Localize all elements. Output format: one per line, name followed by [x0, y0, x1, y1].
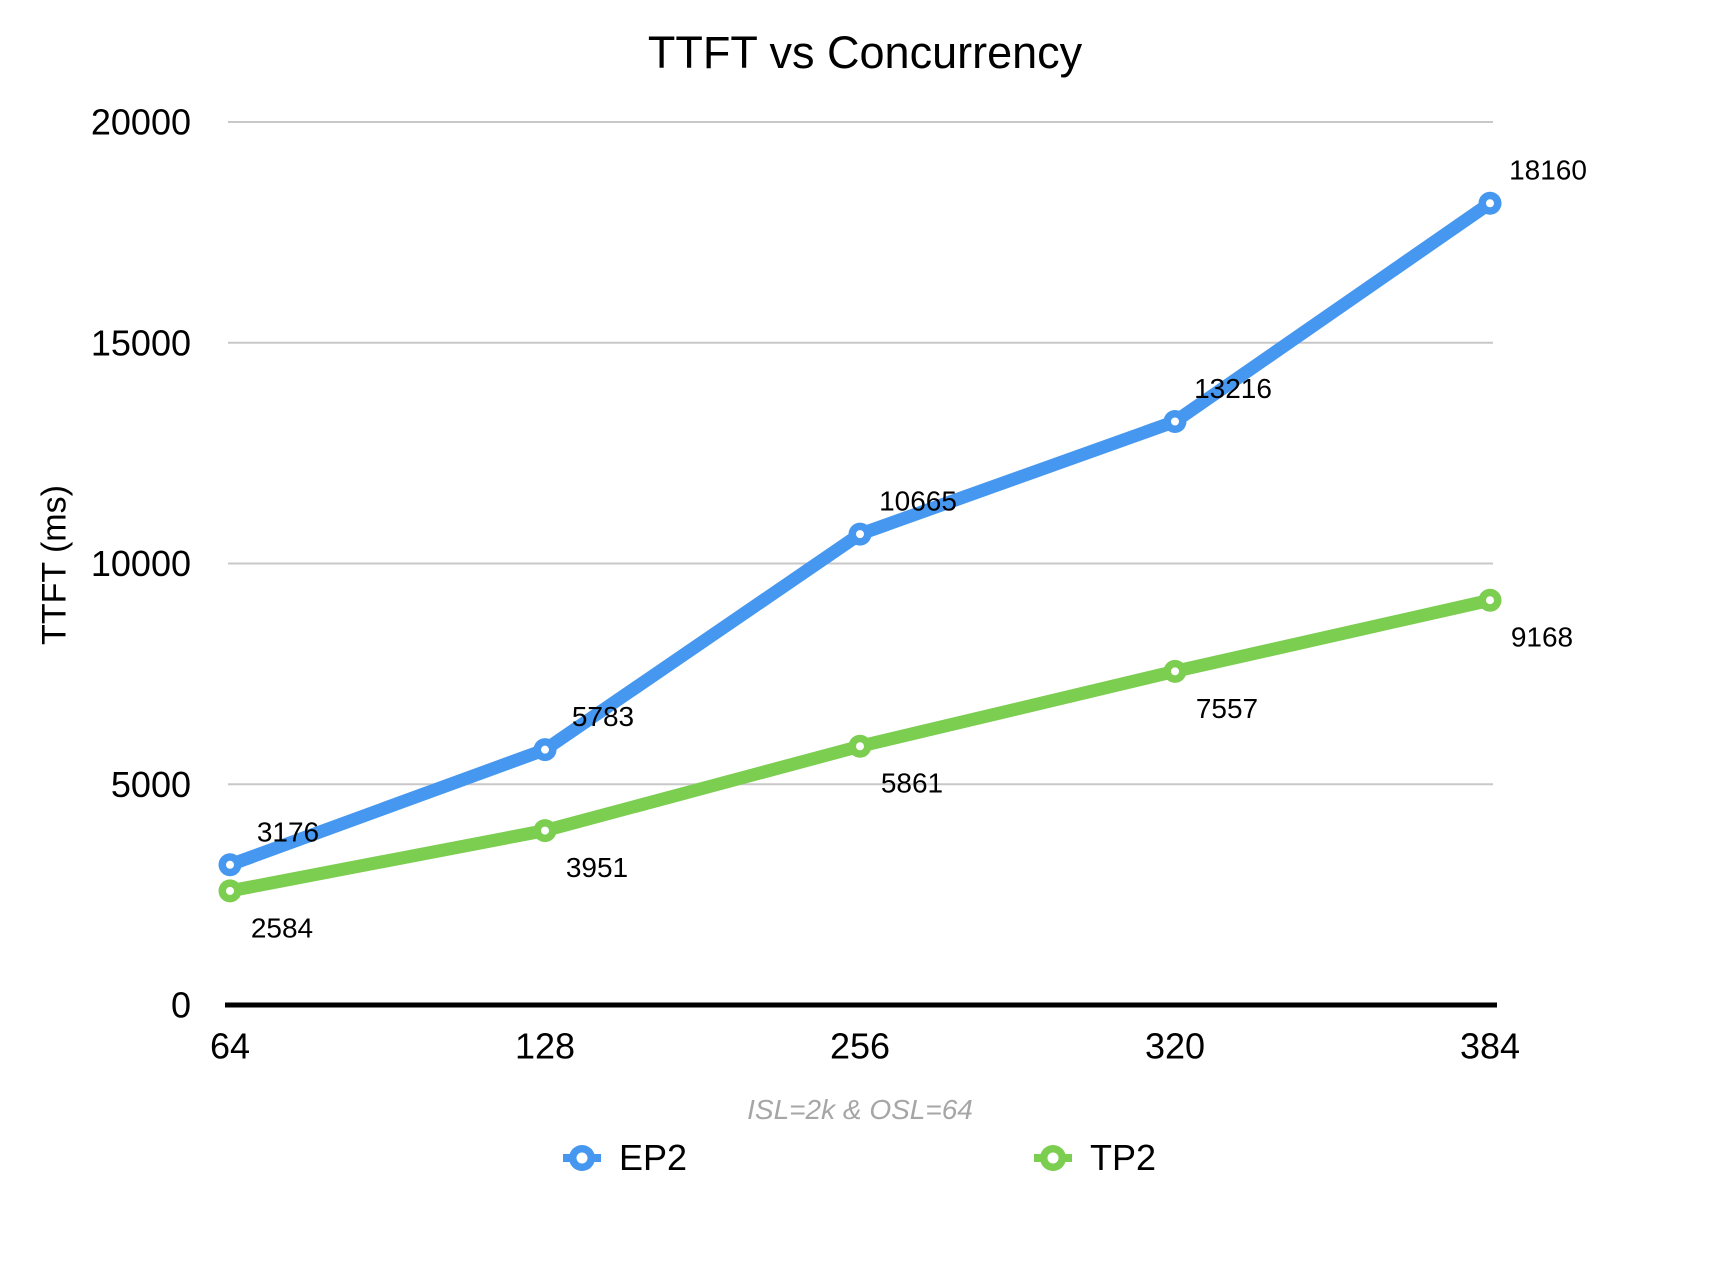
y-tick-label: 5000 — [111, 764, 191, 805]
data-label-tp2: 9168 — [1511, 622, 1573, 653]
data-point-center-tp2 — [856, 742, 864, 751]
data-point-center-ep2 — [226, 860, 234, 869]
data-label-ep2: 18160 — [1509, 155, 1587, 186]
data-label-tp2: 2584 — [251, 912, 313, 943]
data-point-center-tp2 — [541, 826, 549, 835]
chart-title: TTFT vs Concurrency — [647, 27, 1083, 78]
data-label-ep2: 3176 — [257, 816, 319, 847]
data-label-ep2: 5783 — [572, 701, 634, 732]
data-label-tp2: 5861 — [881, 768, 943, 799]
data-label-ep2: 10665 — [879, 486, 957, 517]
data-label-tp2: 7557 — [1196, 693, 1258, 724]
legend-item-ep2: EP2 — [562, 1140, 687, 1176]
y-tick-label: 15000 — [91, 322, 191, 363]
legend-label-tp2: TP2 — [1090, 1137, 1157, 1178]
data-point-center-tp2 — [226, 886, 234, 895]
y-tick-label: 10000 — [91, 543, 191, 584]
tp2-legend-marker-icon — [1034, 1145, 1072, 1171]
x-tick-label: 320 — [1145, 1026, 1205, 1067]
y-tick-label: 20000 — [91, 102, 191, 143]
x-tick-label: 64 — [210, 1026, 250, 1067]
ep2-legend-marker-icon — [563, 1145, 601, 1171]
data-point-center-ep2 — [1486, 199, 1494, 208]
data-point-center-ep2 — [1171, 417, 1179, 426]
x-tick-label: 128 — [515, 1026, 575, 1067]
data-label-ep2: 13216 — [1194, 373, 1272, 404]
data-point-center-ep2 — [541, 745, 549, 754]
data-point-center-tp2 — [1171, 667, 1179, 676]
data-label-tp2: 3951 — [566, 852, 628, 883]
legend-label-ep2: EP2 — [619, 1137, 688, 1178]
data-point-center-tp2 — [1486, 596, 1494, 605]
x-axis-note: ISL=2k & OSL=64 — [747, 1094, 973, 1125]
x-tick-label: 256 — [830, 1026, 890, 1067]
y-tick-label: 0 — [171, 985, 191, 1026]
data-point-center-ep2 — [856, 530, 864, 539]
x-tick-label: 384 — [1460, 1026, 1520, 1067]
legend-item-tp2: TP2 — [1033, 1140, 1156, 1176]
